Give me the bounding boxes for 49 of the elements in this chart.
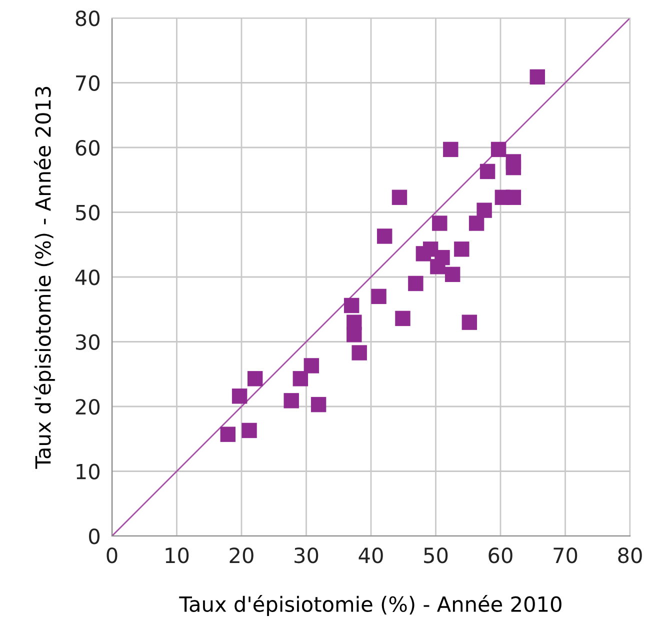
point — [462, 314, 478, 330]
point — [344, 298, 360, 314]
x-tick-label: 0 — [106, 547, 118, 564]
point — [292, 371, 308, 386]
point — [376, 228, 392, 244]
point — [506, 160, 522, 176]
x-tick-label: 70 — [554, 547, 578, 564]
y-tick-label: 20 — [76, 398, 100, 415]
x-tick-label: 30 — [294, 547, 318, 564]
x-tick-label: 80 — [618, 547, 642, 564]
point — [454, 242, 470, 257]
point — [371, 288, 386, 304]
point — [220, 426, 236, 442]
point — [346, 327, 362, 342]
x-tick-label: 20 — [230, 547, 254, 564]
x-tick-label: 40 — [358, 547, 383, 564]
x-tick-label: 60 — [488, 547, 512, 564]
x-tick-label: 50 — [424, 547, 448, 564]
y-tick-label: 0 — [89, 528, 100, 544]
y-axis-title: Taux d'épisiotomie (%) - Année 2013 — [34, 86, 55, 469]
x-tick-label: 10 — [166, 547, 189, 564]
y-tick-label: 30 — [76, 334, 100, 350]
point — [432, 216, 448, 231]
point — [232, 388, 248, 404]
point — [247, 371, 263, 386]
point — [530, 69, 546, 85]
point — [304, 358, 320, 374]
y-tick-label: 40 — [75, 269, 100, 286]
point — [443, 142, 458, 158]
point — [392, 190, 408, 205]
point — [310, 396, 326, 412]
point — [284, 393, 299, 408]
point — [352, 345, 367, 360]
point — [444, 266, 460, 282]
y-tick-label: 80 — [76, 10, 100, 26]
y-tick-label: 60 — [76, 140, 100, 156]
point — [468, 216, 484, 231]
point — [490, 142, 506, 158]
point — [242, 422, 257, 438]
point — [480, 164, 496, 180]
point — [395, 310, 410, 326]
x-axis-title: Taux d'épisiotomie (%) - Année 2010 — [179, 595, 562, 616]
y-tick-label: 50 — [76, 204, 100, 220]
y-tick-label: 10 — [76, 464, 100, 480]
y-tick-label: 70 — [76, 75, 100, 91]
point — [476, 202, 492, 218]
point — [434, 250, 450, 266]
point — [408, 276, 424, 292]
point — [506, 190, 522, 205]
